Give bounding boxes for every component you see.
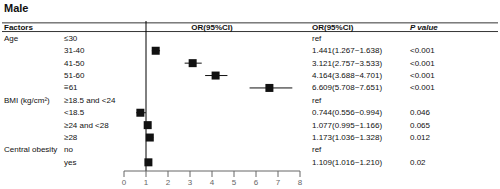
svg-text:0.046: 0.046 [410, 108, 431, 117]
svg-text:Factors: Factors [8, 23, 33, 32]
svg-text:<0.001: <0.001 [410, 59, 435, 68]
svg-text:1: 1 [144, 178, 149, 187]
svg-text:6.609(5.708~7.651): 6.609(5.708~7.651) [312, 83, 382, 92]
svg-text:1.173(1.036~1.328): 1.173(1.036~1.328) [312, 133, 382, 142]
svg-text:P value: P value [410, 23, 438, 32]
svg-text:0.065: 0.065 [410, 121, 431, 130]
svg-text:0.02: 0.02 [410, 158, 426, 167]
svg-text:yes: yes [64, 158, 76, 167]
svg-text:ref: ref [312, 96, 322, 105]
svg-text:3.121(2.757~3.533): 3.121(2.757~3.533) [312, 59, 382, 68]
svg-text:<0.001: <0.001 [410, 83, 435, 92]
svg-text:1.441(1.267~1.638): 1.441(1.267~1.638) [312, 46, 382, 55]
svg-text:31-40: 31-40 [64, 46, 85, 55]
svg-text:<0.001: <0.001 [410, 46, 435, 55]
svg-text:2: 2 [166, 178, 171, 187]
svg-text:≥18.5 and <24: ≥18.5 and <24 [64, 96, 116, 105]
svg-text:0: 0 [122, 178, 127, 187]
svg-text:ref: ref [312, 145, 322, 154]
svg-text:4.164(3.688~4.701): 4.164(3.688~4.701) [312, 71, 382, 80]
svg-text:<0.001: <0.001 [410, 71, 435, 80]
svg-text:0.012: 0.012 [410, 133, 431, 142]
svg-text:51-60: 51-60 [64, 71, 85, 80]
svg-text:1.109(1.016~1.210): 1.109(1.016~1.210) [312, 158, 382, 167]
svg-text:4: 4 [210, 178, 215, 187]
svg-text:Central obesity: Central obesity [8, 145, 57, 154]
svg-text:≥28: ≥28 [64, 133, 78, 142]
svg-text:<18.5: <18.5 [64, 108, 85, 117]
svg-text:8: 8 [298, 178, 303, 187]
svg-text:0.744(0.556~0.994): 0.744(0.556~0.994) [312, 108, 382, 117]
svg-text:OR(95%CI): OR(95%CI) [312, 23, 354, 32]
svg-text:Age: Age [8, 34, 19, 43]
svg-text:no: no [64, 145, 73, 154]
svg-text:≤30: ≤30 [64, 34, 78, 43]
svg-text:BMI (kg/cm²): BMI (kg/cm²) [8, 96, 50, 105]
html-text:Male: Male [4, 2, 29, 14]
svg-text:ref: ref [312, 34, 322, 43]
svg-text:6: 6 [254, 178, 259, 187]
svg-text:41-50: 41-50 [64, 59, 85, 68]
svg-text:≡61: ≡61 [64, 83, 78, 92]
svg-text:1.077(0.995~1.166): 1.077(0.995~1.166) [312, 121, 382, 130]
svg-text:OR(95%CI): OR(95%CI) [191, 23, 233, 32]
svg-text:≥24 and <28: ≥24 and <28 [64, 121, 109, 130]
svg-text:3: 3 [188, 178, 193, 187]
svg-text:5: 5 [232, 178, 237, 187]
svg-text:7: 7 [276, 178, 281, 187]
